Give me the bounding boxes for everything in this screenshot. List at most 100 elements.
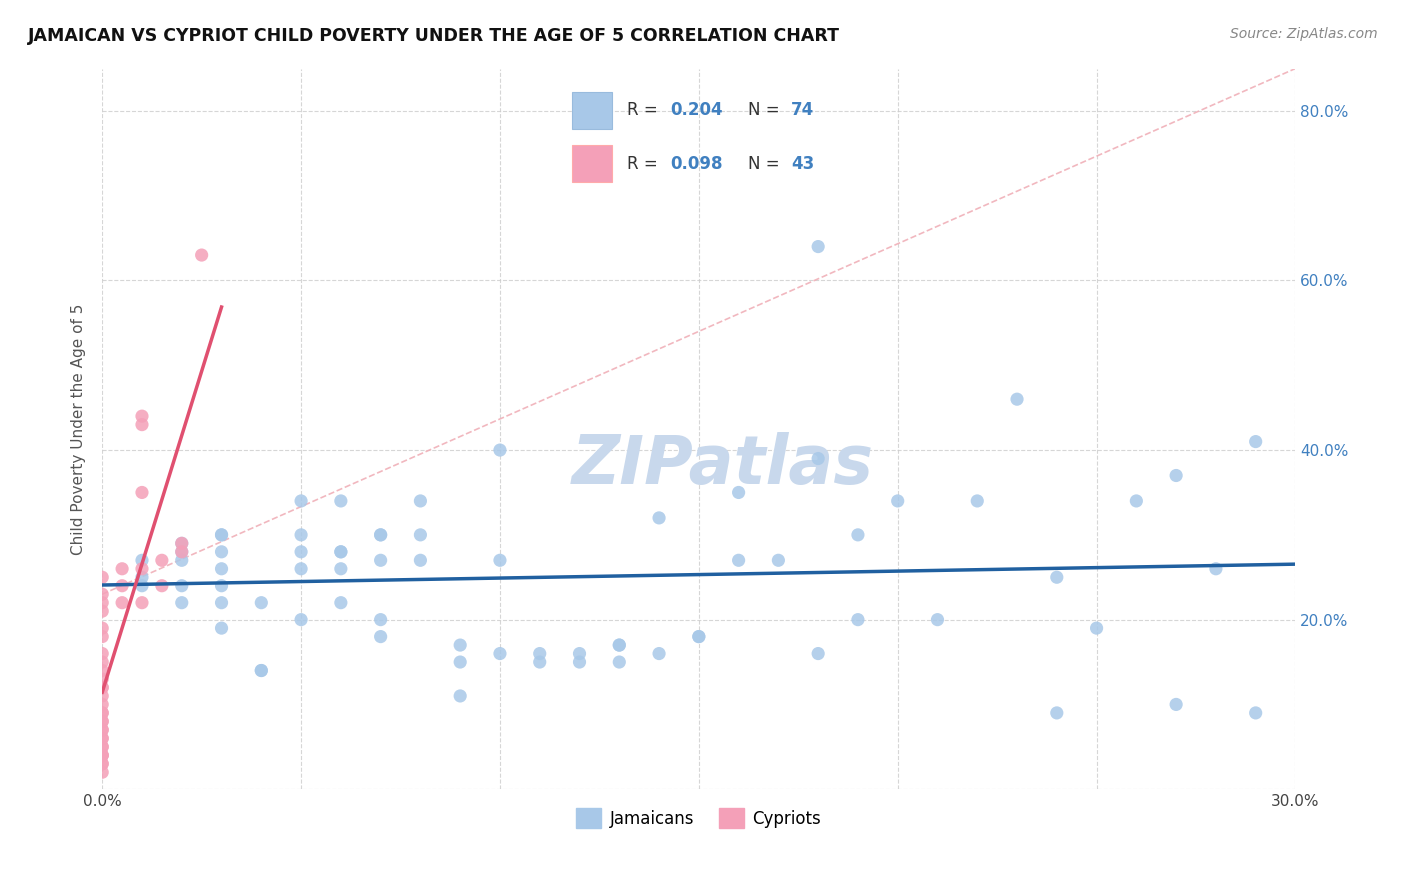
Text: N =: N = — [748, 102, 785, 120]
Point — [91, 739, 114, 754]
Point — [211, 528, 233, 542]
Point — [370, 553, 392, 567]
Point — [111, 596, 134, 610]
Point — [529, 647, 551, 661]
Point — [150, 579, 173, 593]
Point — [91, 604, 114, 618]
Point — [170, 545, 193, 559]
Point — [290, 494, 312, 508]
Point — [91, 756, 114, 771]
Point — [727, 553, 749, 567]
Point — [250, 664, 273, 678]
Point — [91, 748, 114, 763]
Text: 74: 74 — [792, 102, 814, 120]
Point — [1244, 434, 1267, 449]
Point — [329, 596, 352, 610]
Text: R =: R = — [627, 155, 664, 173]
Point — [727, 485, 749, 500]
Text: N =: N = — [748, 155, 785, 173]
Text: JAMAICAN VS CYPRIOT CHILD POVERTY UNDER THE AGE OF 5 CORRELATION CHART: JAMAICAN VS CYPRIOT CHILD POVERTY UNDER … — [28, 27, 841, 45]
Point — [329, 494, 352, 508]
Point — [190, 248, 212, 262]
Point — [370, 528, 392, 542]
Point — [91, 621, 114, 635]
Point — [91, 570, 114, 584]
Point — [648, 511, 671, 525]
Point — [966, 494, 988, 508]
Y-axis label: Child Poverty Under the Age of 5: Child Poverty Under the Age of 5 — [72, 303, 86, 555]
Point — [607, 655, 630, 669]
Text: ZIPatlas: ZIPatlas — [572, 432, 873, 498]
Point — [1046, 706, 1069, 720]
Point — [91, 681, 114, 695]
Text: 0.204: 0.204 — [671, 102, 723, 120]
Point — [1244, 706, 1267, 720]
Point — [846, 613, 869, 627]
Point — [1166, 698, 1188, 712]
Point — [170, 596, 193, 610]
Text: Source: ZipAtlas.com: Source: ZipAtlas.com — [1230, 27, 1378, 41]
Point — [1205, 562, 1227, 576]
Point — [91, 765, 114, 780]
Point — [131, 579, 153, 593]
Point — [846, 528, 869, 542]
Point — [91, 630, 114, 644]
Point — [1005, 392, 1028, 407]
Point — [807, 239, 830, 253]
Point — [1125, 494, 1147, 508]
Point — [131, 409, 153, 424]
Point — [170, 553, 193, 567]
Point — [329, 562, 352, 576]
Point — [211, 545, 233, 559]
Point — [409, 553, 432, 567]
Point — [370, 528, 392, 542]
Point — [91, 756, 114, 771]
Text: 43: 43 — [792, 155, 814, 173]
Point — [111, 562, 134, 576]
Point — [91, 748, 114, 763]
Point — [91, 664, 114, 678]
Point — [568, 647, 591, 661]
FancyBboxPatch shape — [572, 145, 612, 182]
Point — [1085, 621, 1108, 635]
Point — [568, 655, 591, 669]
Point — [91, 739, 114, 754]
Point — [449, 638, 471, 652]
Point — [91, 706, 114, 720]
Point — [91, 681, 114, 695]
Point — [91, 689, 114, 703]
Point — [91, 587, 114, 601]
Point — [449, 655, 471, 669]
Point — [927, 613, 949, 627]
Point — [449, 689, 471, 703]
Point — [211, 596, 233, 610]
Legend: Jamaicans, Cypriots: Jamaicans, Cypriots — [569, 801, 828, 835]
Point — [329, 545, 352, 559]
Point — [131, 417, 153, 432]
Point — [1046, 570, 1069, 584]
Point — [131, 570, 153, 584]
Point — [529, 655, 551, 669]
FancyBboxPatch shape — [572, 92, 612, 129]
Point — [211, 528, 233, 542]
Point — [688, 630, 710, 644]
Point — [170, 536, 193, 550]
Point — [370, 613, 392, 627]
Point — [489, 647, 512, 661]
Point — [170, 579, 193, 593]
Point — [91, 714, 114, 729]
Point — [91, 596, 114, 610]
Point — [489, 443, 512, 458]
Point — [329, 545, 352, 559]
Point — [131, 553, 153, 567]
Point — [409, 494, 432, 508]
Text: 0.098: 0.098 — [671, 155, 723, 173]
Point — [290, 613, 312, 627]
Point — [250, 596, 273, 610]
Point — [290, 545, 312, 559]
Point — [211, 562, 233, 576]
Point — [91, 647, 114, 661]
Text: R =: R = — [627, 102, 664, 120]
Point — [150, 553, 173, 567]
Point — [807, 451, 830, 466]
